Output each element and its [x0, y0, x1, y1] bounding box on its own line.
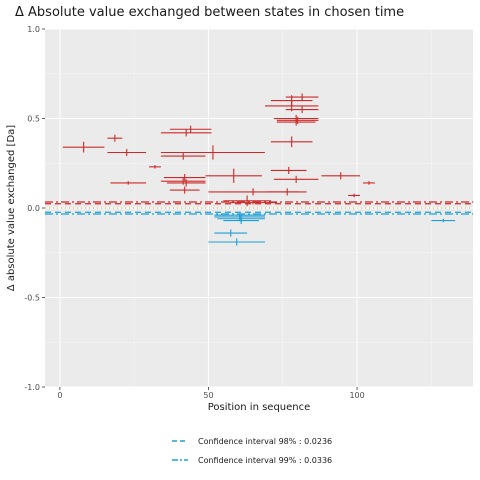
- error-bar: [166, 179, 206, 187]
- error-bar: [270, 166, 307, 174]
- y-axis: -1.0 -0.5 0.0 0.5 1.0: [24, 25, 45, 392]
- error-bar: [285, 93, 319, 101]
- error-bar: [149, 165, 161, 169]
- x-tick-label: 50: [203, 391, 213, 400]
- error-bar: [110, 181, 147, 185]
- error-bar: [276, 116, 319, 124]
- error-bars: [62, 93, 456, 246]
- y-tick-label: -1.0: [24, 383, 40, 392]
- error-bar: [229, 200, 277, 205]
- error-bar: [285, 105, 319, 114]
- x-tick-label: 100: [349, 391, 364, 400]
- y-tick-label: 1.0: [27, 25, 40, 34]
- error-bar: [223, 195, 271, 207]
- error-bar: [107, 148, 147, 157]
- error-bar: [214, 229, 248, 237]
- error-bar: [62, 141, 105, 153]
- legend-item: Confidence interval 98% : 0.0236: [172, 437, 332, 446]
- y-tick-label: 0.0: [27, 204, 40, 213]
- error-bar: [431, 218, 456, 223]
- error-bar: [321, 172, 361, 180]
- y-axis-title: Δ absolute value exchanged [Da]: [6, 125, 17, 291]
- error-bar: [169, 186, 200, 194]
- x-axis: 0 50 100: [57, 387, 365, 400]
- error-bar: [273, 175, 319, 183]
- error-bar: [160, 152, 206, 160]
- legend-label: Confidence interval 99% : 0.0336: [198, 456, 332, 465]
- error-bar: [270, 136, 313, 148]
- error-bar: [160, 145, 265, 160]
- y-tick-label: -0.5: [24, 294, 40, 303]
- x-tick-label: 0: [57, 391, 62, 400]
- error-bar: [205, 168, 262, 183]
- legend-item: Confidence interval 99% : 0.0336: [172, 456, 332, 465]
- error-bar: [214, 213, 265, 221]
- legend: Confidence interval 98% : 0.0236 Confiden…: [172, 437, 332, 465]
- legend-label: Confidence interval 98% : 0.0236: [198, 437, 332, 446]
- error-bar: [363, 181, 375, 185]
- error-bar: [160, 177, 206, 185]
- confidence-lines: [45, 201, 473, 215]
- error-bar: [267, 188, 307, 196]
- error-bar: [107, 134, 123, 142]
- error-bar: [169, 125, 212, 133]
- error-bar: [276, 118, 316, 126]
- y-tick-label: 0.5: [27, 115, 40, 124]
- x-axis-title: Position in sequence: [208, 402, 311, 413]
- chart-title: Δ Absolute value exchanged between state…: [15, 5, 404, 20]
- error-bar: [223, 216, 259, 225]
- error-bar: [348, 193, 361, 198]
- error-bar: [160, 129, 212, 137]
- error-bar: [208, 238, 265, 246]
- error-bar: [163, 173, 206, 182]
